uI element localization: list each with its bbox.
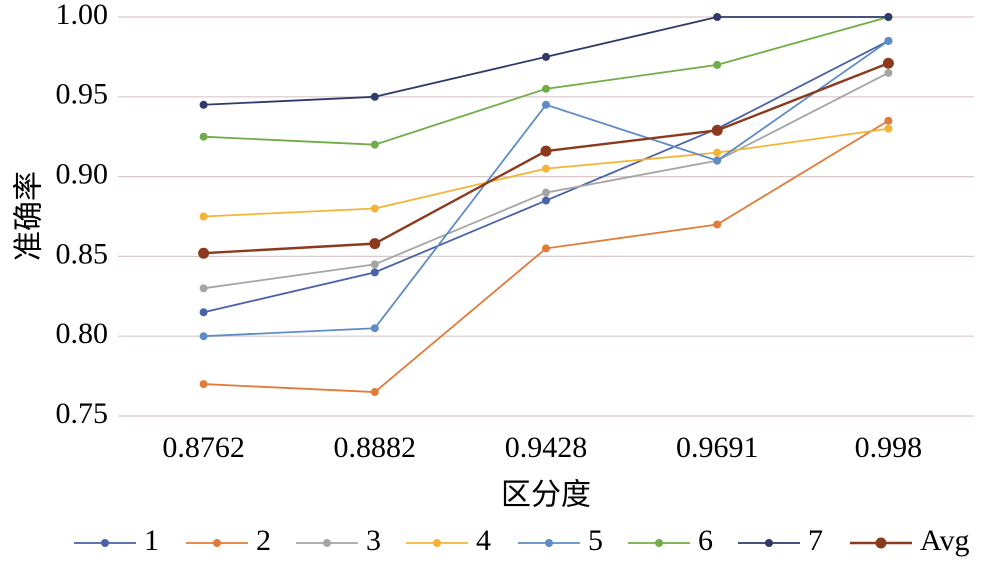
legend-label: 4 bbox=[476, 524, 491, 557]
data-point bbox=[884, 68, 893, 77]
y-tick-label: 0.80 bbox=[56, 317, 109, 350]
data-point bbox=[542, 196, 550, 205]
legend-item-2: 2 bbox=[186, 524, 271, 557]
data-point bbox=[370, 140, 379, 149]
data-point bbox=[370, 324, 379, 333]
series-6 bbox=[199, 13, 893, 149]
legend: 1 2 3 4 5 6 7 Avg bbox=[74, 524, 969, 557]
data-point bbox=[370, 92, 379, 101]
data-point bbox=[542, 84, 550, 93]
y-tick-label: 1.00 bbox=[56, 0, 109, 31]
series-5 bbox=[199, 36, 893, 341]
legend-marker bbox=[545, 539, 553, 547]
data-point bbox=[713, 220, 722, 229]
data-point bbox=[199, 132, 208, 141]
y-tick-label: 0.85 bbox=[56, 237, 109, 270]
legend-marker bbox=[101, 539, 109, 547]
y-axis-ticks: 0.75 0.80 0.85 0.90 0.95 1.00 bbox=[56, 0, 109, 430]
series-Avg bbox=[198, 57, 894, 259]
data-point bbox=[884, 124, 893, 133]
data-point bbox=[711, 124, 723, 136]
data-point bbox=[370, 388, 379, 397]
data-point bbox=[540, 145, 552, 157]
legend-item-7: 7 bbox=[738, 524, 823, 557]
y-tick-label: 0.90 bbox=[56, 157, 109, 190]
y-tick-label: 0.95 bbox=[56, 78, 109, 111]
data-point bbox=[199, 284, 208, 293]
data-point bbox=[199, 332, 208, 341]
x-tick-label: 0.8762 bbox=[162, 431, 245, 464]
legend-label: 3 bbox=[366, 524, 381, 557]
data-point bbox=[884, 36, 893, 45]
x-axis-ticks: 0.8762 0.8882 0.9428 0.9691 0.998 bbox=[162, 431, 922, 464]
data-point bbox=[882, 57, 894, 69]
data-point bbox=[199, 308, 208, 317]
data-point bbox=[713, 13, 722, 21]
data-point bbox=[884, 13, 893, 21]
legend-item-Avg: Avg bbox=[850, 524, 969, 557]
legend-marker bbox=[875, 537, 887, 549]
legend-label: 6 bbox=[698, 524, 713, 557]
legend-label: Avg bbox=[920, 524, 969, 557]
series-7 bbox=[199, 13, 893, 109]
series-4 bbox=[199, 124, 893, 221]
data-point bbox=[542, 164, 550, 173]
data-point bbox=[542, 100, 550, 109]
legend-label: 1 bbox=[144, 524, 159, 557]
data-point bbox=[713, 148, 722, 157]
x-tick-label: 0.8882 bbox=[334, 431, 417, 464]
data-point bbox=[713, 156, 722, 165]
data-point bbox=[542, 244, 550, 253]
series-3 bbox=[199, 68, 893, 293]
data-point bbox=[370, 268, 379, 277]
data-point bbox=[713, 60, 722, 69]
y-axis-title: 准确率 bbox=[12, 171, 47, 261]
legend-item-1: 1 bbox=[74, 524, 159, 557]
series-lines bbox=[198, 13, 894, 397]
data-point bbox=[542, 52, 550, 61]
legend-marker bbox=[655, 539, 663, 547]
grid bbox=[118, 16, 974, 417]
series-2 bbox=[199, 116, 893, 397]
data-point bbox=[542, 188, 550, 197]
legend-item-3: 3 bbox=[296, 524, 381, 557]
legend-item-5: 5 bbox=[518, 524, 603, 557]
legend-marker bbox=[213, 539, 221, 547]
data-point bbox=[199, 100, 208, 109]
legend-marker bbox=[323, 539, 331, 547]
x-tick-label: 0.998 bbox=[855, 431, 923, 464]
legend-item-6: 6 bbox=[628, 524, 713, 557]
data-point bbox=[199, 212, 208, 221]
legend-item-4: 4 bbox=[406, 524, 491, 557]
legend-marker bbox=[433, 539, 441, 547]
data-point bbox=[369, 238, 381, 250]
y-tick-label: 0.75 bbox=[56, 397, 109, 430]
data-point bbox=[370, 204, 379, 213]
data-point bbox=[199, 380, 208, 389]
data-point bbox=[198, 247, 210, 259]
data-point bbox=[370, 260, 379, 269]
legend-label: 5 bbox=[588, 524, 603, 557]
x-axis-title: 区分度 bbox=[501, 478, 591, 513]
legend-label: 2 bbox=[256, 524, 271, 557]
data-point bbox=[884, 116, 893, 125]
x-tick-label: 0.9691 bbox=[676, 431, 759, 464]
legend-label: 7 bbox=[808, 524, 823, 557]
x-tick-label: 0.9428 bbox=[505, 431, 588, 464]
legend-marker bbox=[765, 539, 773, 547]
